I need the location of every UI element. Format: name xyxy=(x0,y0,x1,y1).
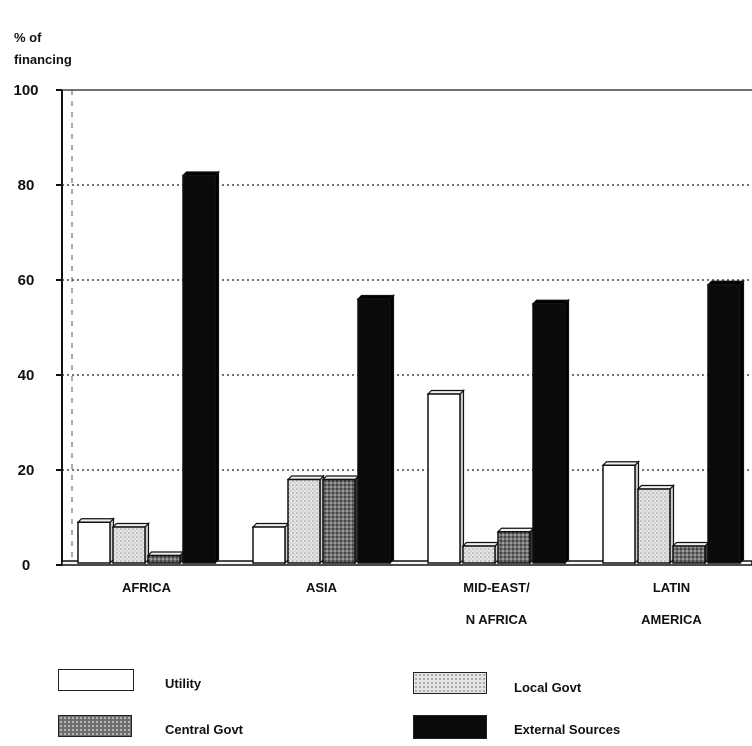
y-tick-label: 40 xyxy=(18,367,35,384)
bar xyxy=(497,531,531,564)
x-tick-label-line2: AMERICA xyxy=(641,612,702,627)
x-tick-label: AFRICA xyxy=(122,580,172,595)
bar xyxy=(77,521,111,564)
bar xyxy=(322,478,356,564)
y-tick-label: 60 xyxy=(18,272,35,289)
legend-swatch-local-govt xyxy=(413,672,487,694)
x-axis-floor xyxy=(61,560,752,566)
tick-labels: 0 20 40 60 80 100 AFRICA ASIA MID-EAST/N AFRICA L… xyxy=(13,82,702,627)
y-tick-label: 100 xyxy=(13,82,38,99)
legend-label-utility: Utility xyxy=(165,676,202,691)
axes xyxy=(56,89,752,566)
legend-swatch-utility xyxy=(58,669,134,691)
legend-label-central-govt: Central Govt xyxy=(165,722,244,737)
bar xyxy=(357,298,391,564)
grid-lines xyxy=(62,89,752,471)
x-tick-label: LATIN xyxy=(653,580,690,595)
bar xyxy=(182,174,216,564)
legend-label-local-govt: Local Govt xyxy=(514,680,582,695)
bar xyxy=(287,478,321,564)
bar xyxy=(427,393,461,564)
bar xyxy=(532,303,566,564)
y-tick-label: 0 xyxy=(22,557,30,574)
y-tick-label: 20 xyxy=(18,462,35,479)
x-tick-label: ASIA xyxy=(306,580,338,595)
legend-swatch-external-sources xyxy=(413,715,487,739)
legend-label-external-sources: External Sources xyxy=(514,722,621,737)
bar xyxy=(672,545,706,564)
bar xyxy=(637,488,671,564)
bar xyxy=(602,464,636,564)
y-tick-label: 80 xyxy=(18,177,35,194)
legend-swatch-central-govt xyxy=(58,715,132,737)
y-axis-label-line2: financing xyxy=(14,52,72,67)
y-axis-label-line1: % of xyxy=(14,30,42,45)
bar xyxy=(707,284,741,564)
bar xyxy=(252,526,286,564)
bar xyxy=(147,554,181,564)
bar xyxy=(112,526,146,564)
x-tick-label: MID-EAST/ xyxy=(463,580,530,595)
x-tick-label-line2: N AFRICA xyxy=(466,612,528,627)
bar xyxy=(462,545,496,564)
bars xyxy=(76,170,745,565)
